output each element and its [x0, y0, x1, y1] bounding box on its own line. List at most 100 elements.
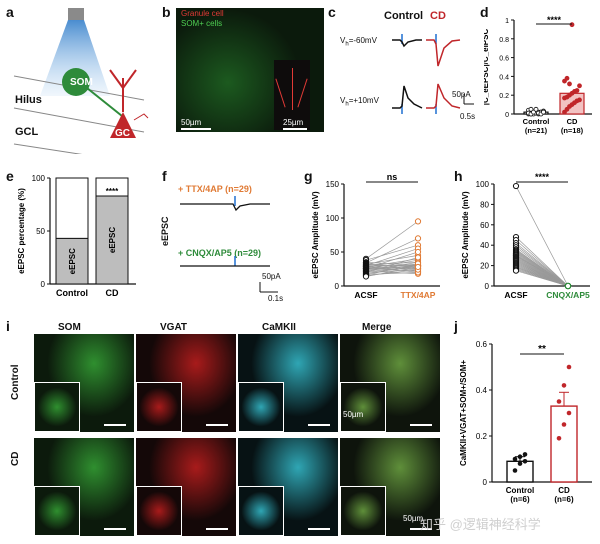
- chart-d-xlabel: CD: [567, 117, 578, 126]
- i-scale-cd: 50µm: [403, 514, 424, 523]
- chart-d-ytick-label: 0.2: [499, 93, 509, 100]
- chart-j-bar: [550, 405, 578, 483]
- legend-som: SOM+ cells: [181, 19, 223, 28]
- chart-j-xlabel: CD: [558, 486, 570, 495]
- panel-j-letter: j: [454, 318, 458, 334]
- micrograph-control-camkii: [238, 334, 338, 432]
- chart-j-point: [522, 459, 528, 464]
- chart-g-point-b: [414, 218, 422, 225]
- panel-b-image: [176, 8, 324, 132]
- chart-j-point: [556, 399, 562, 404]
- chart-e: 0 50 100 eEPSC percentage (%) eEPSC Control eE…: [17, 174, 136, 298]
- chart-h-xlabel: CNQX/AP5: [546, 290, 590, 300]
- watermark: 知乎 @逻辑神经科学: [420, 517, 541, 532]
- chart-g-ytick-label: 50: [330, 248, 339, 257]
- micrograph-inset: [340, 382, 386, 432]
- chart-g-point-b: [414, 263, 422, 271]
- chart-j-point: [556, 436, 562, 441]
- chart-h: 0 20 40 60 80 100 eEPSC Amplitude (mV) ACSF CNQX…: [461, 172, 590, 300]
- chart-h-sig: ****: [535, 172, 550, 182]
- chart-h-pair-line: [515, 185, 569, 287]
- som-label: SOM: [70, 77, 93, 88]
- micrograph-scale-bar: [410, 424, 432, 426]
- chart-g-point-b: [414, 254, 422, 261]
- chart-e-series-label: eEPSC: [68, 248, 77, 274]
- chart-d-point: [564, 75, 570, 81]
- f-ylabel: eEPSC: [160, 216, 170, 246]
- chart-j-sig: **: [538, 344, 546, 355]
- chart-h-ytick-label: 60: [480, 221, 489, 230]
- panel-a-schematic: [13, 8, 149, 154]
- chart-j-xlabel: Control: [506, 486, 534, 495]
- chart-g-ylabel: eEPSC Amplitude (mV): [311, 191, 320, 279]
- chart-h-pair-line: [515, 239, 569, 287]
- c-scale-time: 0.5s: [460, 112, 476, 121]
- c-header-control: Control: [384, 10, 424, 22]
- chart-e-sig: ****: [106, 187, 119, 196]
- chart-d-xlabel: (n=18): [561, 126, 584, 135]
- chart-j-point: [561, 422, 567, 427]
- chart-h-ytick-label: 20: [480, 262, 489, 271]
- chart-h-ytick-label: 80: [480, 200, 489, 209]
- panel-f-traces: [180, 196, 278, 293]
- micrograph-inset: [34, 486, 80, 536]
- micrograph-inset: [136, 486, 182, 536]
- c-header-cd: CD: [430, 10, 446, 22]
- chart-d-point: [533, 106, 539, 112]
- micrograph-scale-bar: [308, 528, 330, 530]
- chart-j-ytick-label: 0.4: [476, 386, 488, 395]
- chart-g-pair-line: [365, 263, 419, 276]
- chart-j-ytick-label: 0.6: [476, 340, 488, 349]
- chart-g-pair-line: [365, 251, 419, 269]
- micrograph-inset: [238, 486, 284, 536]
- chart-j-point: [522, 452, 528, 457]
- chart-j-ylabel: CaMKII+VGAT+SOM+/SOM+: [459, 360, 468, 466]
- chart-g-pair-line: [365, 248, 419, 266]
- micrograph-inset: [34, 382, 80, 432]
- panel-i-letter: i: [6, 318, 10, 334]
- scale-bar-b-inset: [283, 128, 307, 130]
- chart-d-point: [569, 22, 575, 28]
- chart-e-bar-rest: [55, 177, 89, 239]
- chart-j-point: [566, 364, 572, 370]
- panel-a-letter: a: [6, 4, 14, 20]
- chart-h-xlabel: ACSF: [504, 290, 527, 300]
- chart-g-pair-line: [365, 272, 419, 275]
- chart-d-xlabel: (n=21): [525, 126, 548, 135]
- chart-g: 0 50 100 150 eEPSC Amplitude (mV) ACSF TTX/4AP…: [311, 172, 440, 300]
- chart-j-point: [561, 383, 567, 388]
- chart-e-series-label: eEPSC: [108, 227, 117, 253]
- vh-pos: Vh=+10mV: [340, 96, 379, 108]
- chart-h-point-b: [564, 282, 572, 290]
- chart-j: 00.20.40.6CaMKII+VGAT+SOM+/SOM+Control(n…: [459, 340, 592, 504]
- chart-d-point: [574, 88, 580, 93]
- chart-e-ytick-label: 100: [32, 174, 46, 183]
- chart-e-bar-eepsc: [95, 195, 129, 285]
- chart-g-ytick-label: 100: [326, 214, 340, 223]
- micrograph-scale-bar: [410, 528, 432, 530]
- f-cond1: + TTX/4AP (n=29): [178, 184, 252, 194]
- micrograph-cd-som: [34, 438, 134, 536]
- chart-h-ylabel: eEPSC Amplitude (mV): [461, 191, 470, 279]
- c-scale-amp: 50pA: [452, 90, 471, 99]
- chart-h-pair-line: [515, 270, 569, 287]
- vh-neg: Vh=-60mV: [340, 36, 377, 48]
- chart-j-ytick-label: 0.2: [476, 432, 488, 441]
- micrograph-cd-vgat: [136, 438, 236, 536]
- scale-b-inset: 25µm: [283, 118, 304, 127]
- f-cond2: + CNQX/AP5 (n=29): [178, 248, 262, 258]
- chart-e-xlabel: CD: [106, 288, 119, 298]
- panel-c-traces: [392, 34, 474, 114]
- chart-d-ylabel: |C_eEPSC|/C_eIPSC: [484, 29, 490, 106]
- chart-h-point-a: [512, 182, 520, 190]
- micrograph-scale-bar: [308, 424, 330, 426]
- gcl-label: GCL: [15, 126, 39, 138]
- i-row-control: Control: [10, 364, 21, 400]
- f-scale-amp: 50pA: [262, 272, 281, 281]
- panel-e-letter: e: [6, 168, 14, 184]
- micrograph-scale-bar: [206, 528, 228, 530]
- chart-h-point-a: [512, 267, 520, 274]
- chart-g-pair-line: [365, 257, 419, 273]
- chart-d-ytick-label: 0.4: [499, 74, 509, 81]
- legend-granule: Granule cell: [181, 9, 224, 18]
